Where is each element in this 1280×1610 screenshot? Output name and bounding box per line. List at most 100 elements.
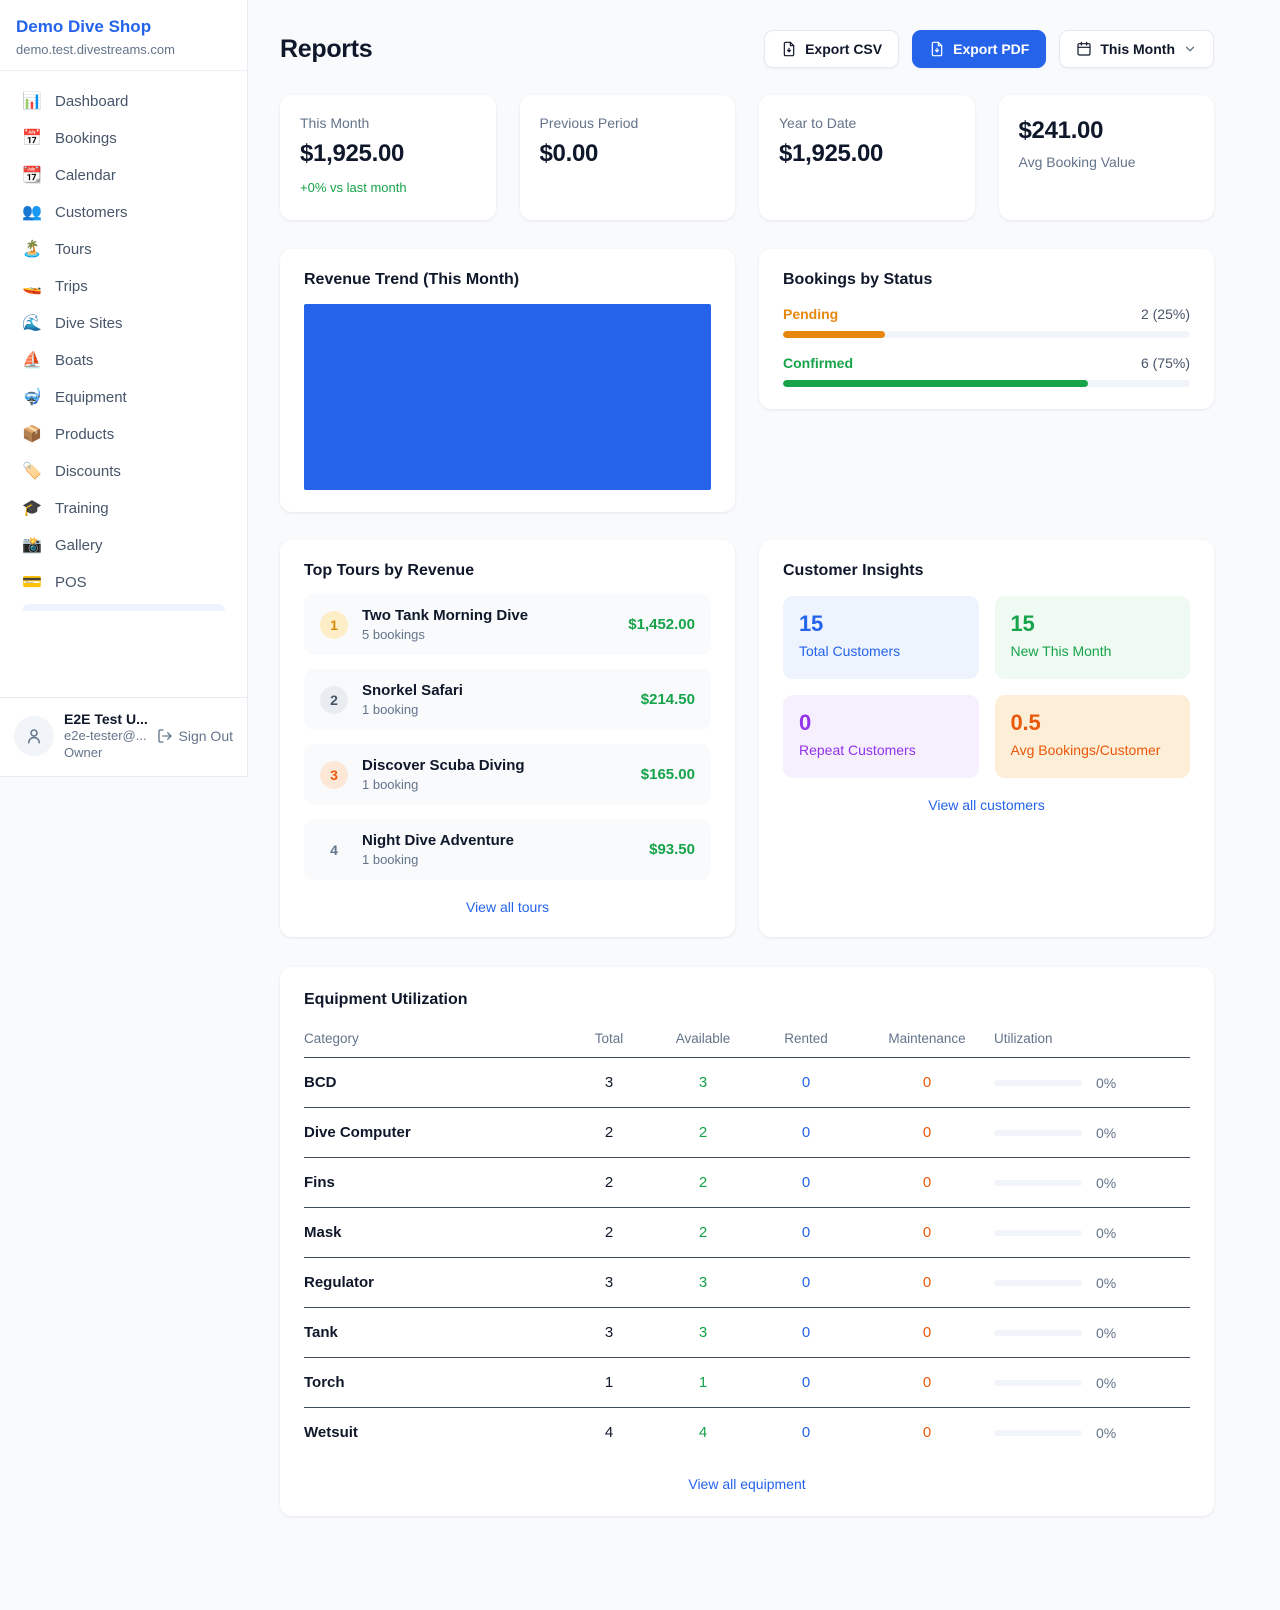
- equipment-category: Torch: [304, 1357, 564, 1408]
- rank-badge: 2: [320, 685, 348, 714]
- export-pdf-button[interactable]: Export PDF: [912, 30, 1047, 68]
- utilization-percent: 0%: [1096, 1124, 1117, 1141]
- equipment-total: 3: [564, 1307, 654, 1358]
- stat-delta: +0% vs last month: [300, 180, 407, 195]
- view-all-customers-link[interactable]: View all customers: [928, 797, 1045, 813]
- equipment-total: 1: [564, 1357, 654, 1408]
- status-label: Pending: [783, 306, 839, 322]
- bookings-calendar-icon: 📅: [22, 129, 42, 147]
- export-csv-button[interactable]: Export CSV: [764, 30, 900, 68]
- equipment-category: Wetsuit: [304, 1424, 358, 1441]
- equipment-rented: 0: [801, 1424, 811, 1441]
- column-header: Maintenance: [860, 1017, 994, 1058]
- insight-tile-total-customers: 15 Total Customers: [783, 596, 979, 679]
- sidebar-item-dashboard[interactable]: 📊 Dashboard: [12, 83, 235, 120]
- sidebar-item-label: Customers: [55, 204, 128, 221]
- tour-revenue: $165.00: [640, 766, 695, 783]
- equipment-total: 2: [564, 1107, 654, 1158]
- utilization-bar: [994, 1229, 1082, 1236]
- sidebar-item-label: Tours: [55, 241, 92, 258]
- brand-block: Demo Dive Shop demo.test.divestreams.com: [0, 0, 247, 71]
- equipment-utilization-card: Equipment Utilization Category Total Ava…: [280, 967, 1214, 1516]
- insight-label: Total Customers: [799, 643, 901, 659]
- equipment-category: BCD: [304, 1057, 564, 1108]
- equipment-maintenance: 0: [922, 1424, 932, 1441]
- user-meta: E2E Test U... e2e-tester@... Owner: [64, 710, 148, 762]
- camera-icon: 📸: [22, 536, 42, 554]
- insight-tiles: 15 Total Customers 15 New This Month 0 R…: [783, 596, 1190, 778]
- equipment-rented: 0: [752, 1057, 860, 1108]
- utilization-bar: [994, 1429, 1082, 1436]
- sidebar-item-discounts[interactable]: 🏷️ Discounts: [12, 453, 235, 490]
- tour-revenue: $93.50: [649, 841, 695, 858]
- insight-tile-repeat-customers: 0 Repeat Customers: [783, 695, 979, 778]
- equipment-category: Fins: [304, 1157, 564, 1208]
- equipment-total: 2: [564, 1157, 654, 1208]
- rank-badge: 4: [330, 841, 338, 858]
- equipment-maintenance: 0: [860, 1307, 994, 1358]
- equipment-total: 3: [564, 1257, 654, 1308]
- insight-value: 15: [799, 611, 824, 636]
- stat-label: This Month: [300, 115, 370, 131]
- tag-icon: 🏷️: [22, 462, 42, 480]
- charts-row: Revenue Trend (This Month) Bookings by S…: [280, 249, 1214, 512]
- status-row-pending: Pending 2 (25%): [783, 306, 1190, 338]
- equipment-rented: 0: [752, 1107, 860, 1158]
- stat-value: $241.00: [1018, 117, 1104, 144]
- sidebar-item-training[interactable]: 🎓 Training: [12, 490, 235, 527]
- table-row: Dive Computer 2 2 0 0 0%: [304, 1107, 1190, 1158]
- sign-out-button[interactable]: Sign Out: [157, 728, 233, 744]
- sidebar-item-gallery[interactable]: 📸 Gallery: [12, 527, 235, 564]
- utilization-bar: [994, 1379, 1082, 1386]
- view-all-tours-link[interactable]: View all tours: [465, 899, 549, 915]
- revenue-trend-title: Revenue Trend (This Month): [304, 271, 520, 288]
- stat-cards-row: This Month $1,925.00 +0% vs last month P…: [280, 95, 1214, 220]
- chevron-down-icon: [1185, 46, 1195, 52]
- tour-list-item: 1 Two Tank Morning Dive 5 bookings $1,45…: [304, 594, 711, 655]
- stat-label: Avg Booking Value: [1018, 154, 1136, 170]
- period-dropdown[interactable]: This Month: [1059, 30, 1214, 68]
- table-row: Wetsuit 4 4 0 0 0%: [304, 1408, 1190, 1458]
- equipment-maintenance: 0: [860, 1357, 994, 1408]
- tour-list-item: 2 Snorkel Safari 1 booking $214.50: [304, 669, 711, 730]
- sidebar-item-dive-sites[interactable]: 🌊 Dive Sites: [12, 305, 235, 342]
- sidebar-item-customers[interactable]: 👥 Customers: [12, 194, 235, 231]
- main-content: Reports Export CSV Export PDF This Month…: [248, 0, 1280, 1516]
- view-all-equipment-link[interactable]: View all equipment: [688, 1476, 806, 1492]
- sidebar-item-label: Discounts: [55, 463, 121, 480]
- sidebar-item-label: Products: [55, 426, 115, 443]
- equipment-maintenance: 0: [860, 1207, 994, 1258]
- insight-tile-avg-bookings: 0.5 Avg Bookings/Customer: [994, 695, 1190, 778]
- sidebar-item-products[interactable]: 📦 Products: [12, 416, 235, 453]
- package-icon: 📦: [22, 425, 42, 443]
- page-header: Reports Export CSV Export PDF This Month: [280, 30, 1214, 68]
- sidebar-item-calendar[interactable]: 📆 Calendar: [12, 157, 235, 194]
- sidebar-item-bookings[interactable]: 📅 Bookings: [12, 120, 235, 157]
- active-item-partial: [22, 604, 225, 611]
- sidebar-item-boats[interactable]: ⛵ Boats: [12, 342, 235, 379]
- sidebar-item-label: Equipment: [55, 389, 127, 406]
- tour-revenue: $1,452.00: [628, 616, 695, 633]
- insight-tile-new-this-month: 15 New This Month: [994, 596, 1190, 679]
- status-row-confirmed: Confirmed 6 (75%): [783, 355, 1190, 387]
- brand-name: Demo Dive Shop: [16, 17, 152, 36]
- equipment-table: Category Total Available Rented Maintena…: [304, 1017, 1190, 1457]
- sidebar-item-label: Boats: [55, 352, 94, 369]
- sidebar-item-trips[interactable]: 🚤 Trips: [12, 268, 235, 305]
- rank-badge: 3: [320, 760, 348, 789]
- column-header: Rented: [752, 1017, 860, 1058]
- export-pdf-label: Export PDF: [953, 41, 1030, 57]
- sidebar-item-tours[interactable]: 🏝️ Tours: [12, 231, 235, 268]
- sidebar-item-label: Bookings: [55, 130, 117, 147]
- brand-domain: demo.test.divestreams.com: [16, 42, 175, 57]
- column-header: Utilization: [994, 1017, 1190, 1058]
- sidebar-nav: 📊 Dashboard 📅 Bookings 📆 Calendar 👥 Cust…: [0, 71, 247, 611]
- customer-insights-title: Customer Insights: [783, 562, 924, 579]
- equipment-available: 2: [654, 1107, 752, 1158]
- sidebar-item-pos[interactable]: 💳 POS: [12, 564, 235, 601]
- sidebar-item-equipment[interactable]: 🤿 Equipment: [12, 379, 235, 416]
- equipment-category: Mask: [304, 1207, 564, 1258]
- sign-out-label: Sign Out: [178, 728, 233, 745]
- user-role: Owner: [64, 745, 103, 761]
- equipment-category: Dive Computer: [304, 1107, 564, 1158]
